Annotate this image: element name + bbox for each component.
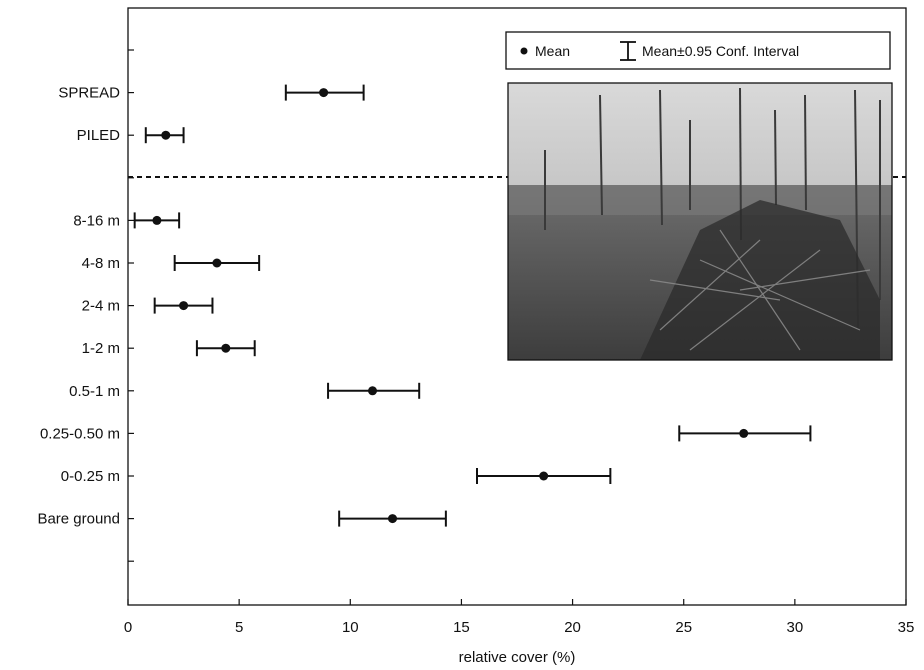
y-tick-label: 2-4 m bbox=[82, 298, 120, 315]
y-tick-label: SPREAD bbox=[58, 85, 120, 102]
x-ticks bbox=[127, 599, 907, 605]
data-marks bbox=[133, 84, 812, 527]
mean-point bbox=[539, 471, 549, 481]
mean-point bbox=[221, 343, 231, 353]
y-tick-label: 1-2 m bbox=[82, 340, 120, 357]
y-tick-label: 0-0.25 m bbox=[61, 468, 120, 485]
legend-mean-marker bbox=[520, 47, 528, 55]
inset-photo bbox=[507, 82, 893, 361]
x-tick-labels: 0 5 10 15 20 25 30 35 bbox=[124, 619, 915, 636]
mean-point bbox=[739, 428, 749, 438]
x-tick-label: 15 bbox=[453, 619, 470, 636]
legend: Mean Mean±0.95 Conf. Interval bbox=[505, 31, 891, 70]
y-tick-labels: SPREAD PILED 8-16 m 4-8 m 2-4 m 1-2 m 0.5-1 m 0… bbox=[37, 85, 120, 528]
mean-point bbox=[388, 514, 398, 524]
x-tick-label: 30 bbox=[787, 619, 804, 636]
mean-point bbox=[161, 130, 171, 140]
y-tick-label: 0.5-1 m bbox=[69, 383, 120, 400]
x-tick-label: 35 bbox=[898, 619, 915, 636]
mean-point bbox=[179, 301, 189, 311]
y-tick-label: PILED bbox=[77, 127, 121, 144]
mean-point bbox=[152, 215, 162, 225]
legend-mean-label: Mean bbox=[535, 43, 570, 59]
x-tick-label: 5 bbox=[235, 619, 243, 636]
plot-frame bbox=[127, 7, 907, 606]
mean-point bbox=[212, 258, 222, 268]
y-tick-label: Bare ground bbox=[37, 511, 120, 528]
x-axis-label: relative cover (%) bbox=[459, 649, 576, 666]
legend-ci-marker bbox=[620, 41, 636, 61]
mean-point bbox=[368, 386, 378, 396]
x-tick-label: 0 bbox=[124, 619, 132, 636]
mean-point bbox=[319, 88, 329, 98]
y-ticks bbox=[128, 49, 134, 562]
x-tick-label: 25 bbox=[675, 619, 692, 636]
x-tick-label: 10 bbox=[342, 619, 359, 636]
legend-ci-label: Mean±0.95 Conf. Interval bbox=[642, 43, 799, 59]
y-tick-label: 4-8 m bbox=[82, 255, 120, 272]
x-tick-label: 20 bbox=[564, 619, 581, 636]
y-tick-label: 0.25-0.50 m bbox=[40, 425, 120, 442]
y-tick-label: 8-16 m bbox=[73, 212, 120, 229]
